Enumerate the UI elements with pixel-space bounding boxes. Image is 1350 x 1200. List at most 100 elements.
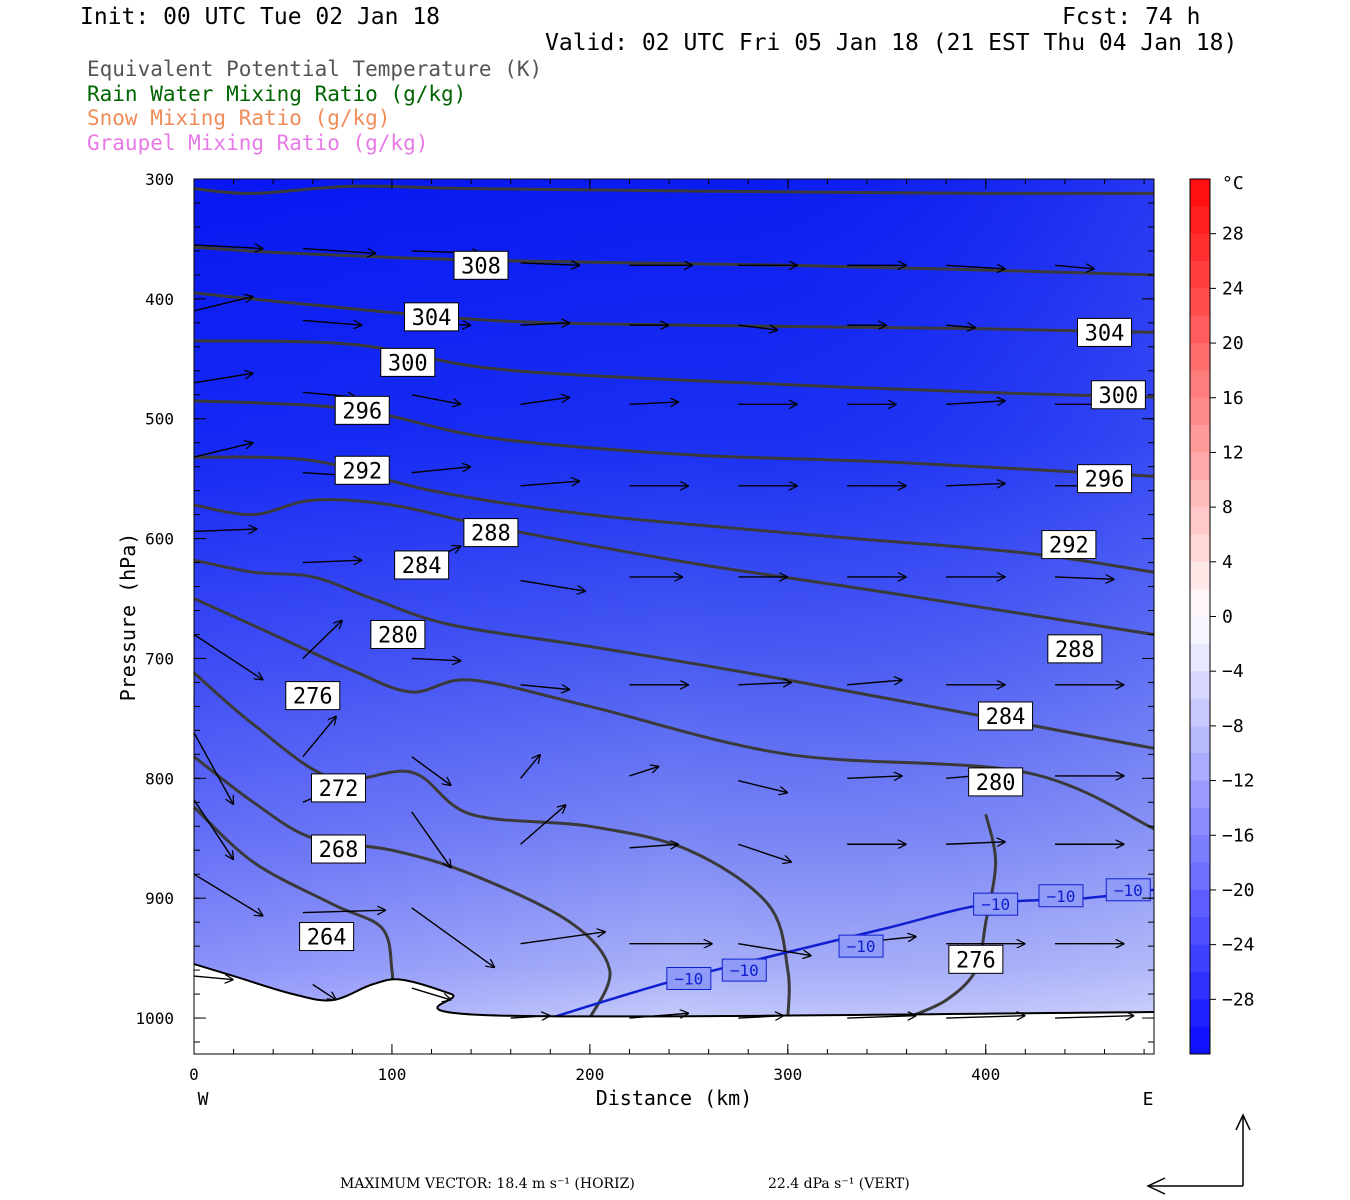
wind-vector [193,976,234,980]
theta-e-contour-296 [193,339,1155,399]
contour-label-box [1077,317,1133,347]
colorbar-cell [1190,261,1210,289]
colorbar-tick-label: 8 [1222,497,1233,518]
contour-label: 304 [412,306,452,331]
contour-label: 280 [378,623,418,648]
temperature-label: −10 [730,961,759,980]
colorbar-tick-label: −8 [1222,716,1244,737]
contour-label-box [310,773,366,803]
temperature-label-box [1038,884,1084,908]
x-tick-label: 300 [773,1065,802,1084]
contour-label-box [948,944,1004,974]
contour-label: 288 [1055,638,1095,663]
colorbar-cell [1190,370,1210,399]
temperature-label-box [1105,878,1151,902]
colorbar-tick-label: −28 [1222,989,1255,1010]
y-axis-label: Pressure (hPa) [116,533,140,702]
wind-vector [411,467,471,474]
colorbar-cell [1190,807,1210,836]
wind-vector [312,983,337,1000]
theta-e-contour-308 [193,184,1155,196]
wind-vector [946,325,976,327]
temperature-label-box [973,892,1019,916]
terrain-group [193,963,1155,1054]
contour-label: 280 [976,771,1016,796]
wind-vector [411,987,452,1000]
colorbar-tick-label: 28 [1222,224,1244,245]
x-end-label-west: W [198,1089,209,1110]
init-time: Init: 00 UTC Tue 02 Jan 18 [80,4,441,30]
wind-vector [302,620,343,659]
colorbar-cell [1190,753,1210,782]
colorbar-cell [1190,999,1210,1028]
legend-snow: Snow Mixing Ratio (g/kg) [87,106,391,130]
x-tick-label: 0 [189,1065,199,1084]
wind-vector [629,402,678,404]
wind-vector [1055,577,1114,579]
temperature-label-box [721,958,767,982]
contour-label-box [404,302,460,332]
wind-vector [302,910,386,912]
contour-label: 276 [293,685,333,710]
forecast-hour: Fcst: 74 h [1062,4,1201,30]
theta-e-contour-280 [193,558,1155,750]
colorbar-cell [1190,233,1210,262]
contour-label-box [394,550,450,580]
max-vector-footer: MAXIMUM VECTOR: 18.4 m s⁻¹ (HORIZ) 22.4 … [340,1176,910,1192]
wind-vector [193,296,253,312]
wind-vector [411,756,452,786]
wind-vector [629,844,678,848]
theta-e-contour-276 [193,597,1155,831]
y-tick-label: 400 [145,290,174,309]
valid-time: Valid: 02 UTC Fri 05 Jan 18 (21 EST Thu … [545,30,1238,56]
contour-label: 288 [471,522,511,547]
colorbar-tick-label: −16 [1222,825,1255,846]
max-vector-vert: 22.4 dPa s⁻¹ (VERT) [768,1176,910,1192]
y-tick-label: 700 [145,649,174,668]
colorbar-cell [1190,534,1210,563]
colorbar-cell [1190,889,1210,918]
wind-vector [946,483,1005,485]
wind-vector [738,1016,784,1018]
theta-e-contour-284 [193,498,1155,636]
wind-vector [520,579,586,592]
max-vector-horiz: MAXIMUM VECTOR: 18.4 m s⁻¹ (HORIZ) [340,1176,635,1192]
temperature-label-box [838,934,884,958]
wind-vector [193,529,257,531]
colorbar-tick-label: −20 [1222,880,1255,901]
terrain-line [193,963,1155,1018]
colorbar-cell [1190,725,1210,754]
temperature-contour-labels: −10 −10 −10 −10 −10 −10 [666,878,1151,990]
contour-label-box [463,518,519,548]
theta-e-contour-288 [193,455,1155,574]
contour-label-box [968,767,1024,797]
colorbar-cell [1190,944,1210,973]
theta-e-contour-268 [193,755,612,1019]
y-tick-label: 900 [145,889,174,908]
axes: 0 100 200 300 400 300 400 500 600 700 800 900 1000 [135,170,1154,1084]
temperature-label: −10 [847,937,876,956]
colorbar-cell [1190,971,1210,1000]
contour-label-box [1090,380,1146,410]
wind-vector [847,680,902,686]
x-tick-label: 400 [971,1065,1000,1084]
colorbar-cell [1190,589,1210,617]
wind-vector [946,1016,1025,1018]
contour-label: 300 [388,351,428,376]
colorbar-tick-label: 16 [1222,388,1244,409]
temperature-label: −10 [1047,887,1076,906]
wind-vector [193,732,234,805]
contour-label: 264 [307,926,347,951]
legend-graupel: Graupel Mixing Ratio (g/kg) [87,131,429,155]
wind-vector [847,1016,916,1018]
wind-vector [847,776,902,778]
x-end-label-east: E [1143,1089,1154,1110]
contour-label: 276 [956,948,996,973]
colorbar-tick-label: 20 [1222,333,1244,354]
wind-vector [302,247,376,254]
wind-vector [629,1013,688,1019]
theta-e-contour-272 [193,671,791,1019]
contour-label-box [334,395,390,425]
colorbar: 28 24 20 16 12 8 4 0 −4 −8 −12 −16 −20 −24 −28 [1189,178,1255,1055]
contour-label: 268 [319,838,359,863]
